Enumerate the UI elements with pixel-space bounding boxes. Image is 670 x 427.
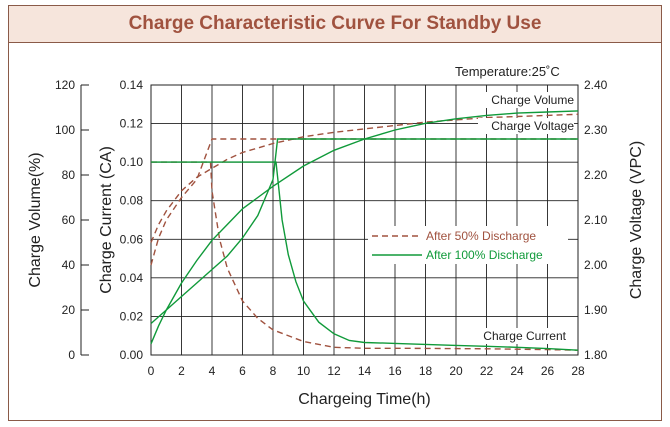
current-tick-label: 0.06 bbox=[120, 232, 144, 246]
volume-axis-label: Charge Volume(%) bbox=[27, 152, 44, 287]
chart-title: Charge Characteristic Curve For Standby … bbox=[128, 13, 542, 34]
curves bbox=[150, 110, 579, 351]
legend-label: After 50% Discharge bbox=[426, 229, 536, 243]
x-tick-label: 20 bbox=[449, 364, 463, 378]
series-charge-volume-100pct bbox=[150, 110, 579, 345]
voltage-tick-label: 2.40 bbox=[584, 78, 608, 92]
curve-label-bg bbox=[478, 92, 574, 108]
voltage-tick-label: 1.90 bbox=[584, 303, 608, 317]
volume-tick-label: 100 bbox=[55, 123, 75, 137]
current-tick-label: 0.12 bbox=[120, 117, 144, 131]
x-tick-label: 2 bbox=[178, 364, 185, 378]
title-bar: Charge Characteristic Curve For Standby … bbox=[9, 6, 661, 43]
legend-label: After 100% Discharge bbox=[426, 248, 543, 262]
current-tick-label: 0.14 bbox=[120, 78, 144, 92]
x-tick-label: 26 bbox=[541, 364, 555, 378]
x-tick-label: 28 bbox=[571, 364, 585, 378]
x-tick-label: 16 bbox=[388, 364, 402, 378]
voltage-tick-label: 1.80 bbox=[584, 348, 608, 362]
volume-tick-label: 120 bbox=[55, 78, 75, 92]
current-tick-label: 0.08 bbox=[120, 194, 144, 208]
legend-bg bbox=[368, 226, 568, 264]
volume-tick-label: 80 bbox=[62, 168, 76, 182]
current-axis-label: Charge Current (CA) bbox=[98, 146, 115, 294]
curve-label-volume: Charge Volume bbox=[491, 93, 574, 107]
voltage-tick-label: 2.30 bbox=[584, 123, 608, 137]
series-charge-current-100pct bbox=[151, 161, 579, 351]
x-tick-label: 14 bbox=[358, 364, 372, 378]
series-charge-volume-50pct bbox=[150, 113, 579, 243]
voltage-tick-label: 2.10 bbox=[584, 213, 608, 227]
series-charge-current-50pct bbox=[151, 161, 579, 351]
temperature-annotation: Temperature:25˚C bbox=[455, 64, 560, 79]
volume-tick-label: 20 bbox=[62, 303, 76, 317]
volume-tick-label: 60 bbox=[62, 213, 76, 227]
x-tick-label: 4 bbox=[209, 364, 216, 378]
current-tick-label: 0.02 bbox=[120, 309, 144, 323]
labels: 0 2 4 6 8 10 12 14 16 18 20 22 24 26 280.000.020.040.0… bbox=[27, 64, 645, 408]
legend: After 50% Discharge After 100% Discharge bbox=[372, 229, 543, 262]
x-tick-label: 22 bbox=[480, 364, 494, 378]
current-tick-label: 0.00 bbox=[120, 348, 144, 362]
x-axis-label: Chargeing Time(h) bbox=[298, 391, 431, 408]
volume-tick-label: 0 bbox=[68, 348, 75, 362]
curve-label-bg bbox=[470, 328, 570, 344]
voltage-axis-label: Charge Voltage (VPC) bbox=[628, 141, 645, 299]
x-tick-label: 12 bbox=[327, 364, 341, 378]
curve-label-current: Charge Current bbox=[483, 329, 566, 343]
curve-label-voltage: Charge Voltage bbox=[491, 119, 574, 133]
voltage-tick-label: 2.20 bbox=[584, 168, 608, 182]
x-tick-label: 10 bbox=[297, 364, 311, 378]
x-tick-label: 18 bbox=[419, 364, 433, 378]
volume-tick-label: 40 bbox=[62, 258, 76, 272]
series-charge-voltage-100pct bbox=[150, 138, 578, 325]
x-tick-label: 6 bbox=[239, 364, 246, 378]
x-tick-label: 24 bbox=[510, 364, 524, 378]
voltage-tick-label: 2.00 bbox=[584, 258, 608, 272]
current-tick-label: 0.10 bbox=[120, 155, 144, 169]
x-tick-label: 8 bbox=[270, 364, 277, 378]
x-tick-label: 0 bbox=[148, 364, 155, 378]
axes bbox=[80, 84, 89, 356]
curve-label-bg bbox=[478, 118, 574, 134]
current-tick-label: 0.04 bbox=[120, 271, 144, 285]
